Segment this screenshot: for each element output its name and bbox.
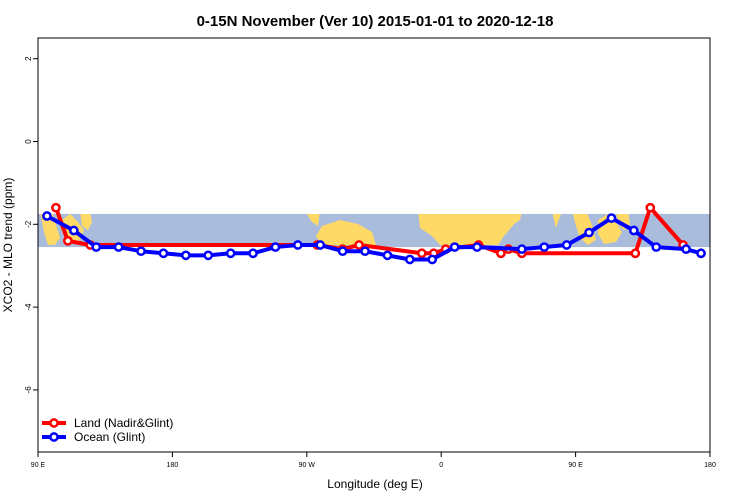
data-point-land [354,240,364,250]
y-tick-label: 0 [24,139,33,144]
data-point-ocean [203,250,214,261]
legend: Land (Nadir&Glint)Ocean (Glint) [42,416,173,444]
legend-label-ocean: Ocean (Glint) [74,430,145,444]
data-point-land [63,236,73,246]
x-axis: 90 E 180 90 W 0 90 E 180 [31,452,716,469]
x-tick-label: 90 E [31,462,46,469]
data-point-ocean [42,211,52,221]
data-point-ocean [696,248,706,259]
land-south-america [316,220,376,245]
data-point-land [496,248,506,259]
data-point-land [416,248,427,259]
data-point-ocean [628,225,639,236]
series-land [51,202,688,259]
data-point-ocean [360,246,370,257]
series-ocean [42,211,706,265]
plot-frame [37,37,711,453]
data-point-ocean [382,250,393,261]
data-point-ocean [315,240,326,250]
land-southeast-asia [40,213,60,245]
y-axis-label: XCO2 - MLO trend (ppm) [1,178,15,313]
data-point-ocean [651,242,662,252]
land-india-tip [552,213,561,228]
data-point-ocean [91,242,102,252]
data-point-ocean [472,242,482,252]
data-point-ocean [561,240,572,250]
legend-marker-ocean [49,432,59,442]
data-point-ocean [606,213,617,223]
x-tick-label: 180 [704,462,716,469]
data-point-ocean [681,244,691,254]
data-point-ocean [292,240,303,250]
y-tick-label: 2 [24,56,33,61]
data-point-ocean [68,225,79,236]
data-point-land [645,202,656,213]
data-point-ocean [516,244,527,254]
data-point-ocean [180,250,191,261]
x-tick-label: 180 [167,462,179,469]
data-point-land [630,248,641,259]
land-masses [40,213,630,245]
x-axis-label: Longitude (deg E) [327,477,422,491]
data-point-ocean [113,242,124,252]
land-borneo [80,213,92,230]
land-central-america [306,213,320,226]
y-axis: 2 0 -2 -4 -6 [24,56,38,394]
data-point-ocean [449,242,460,252]
data-point-ocean [136,246,146,257]
data-point-ocean [539,242,550,252]
legend-marker-land [49,418,59,428]
land-horn-africa [510,213,522,224]
data-point-ocean [584,227,594,238]
data-point-ocean [337,246,348,257]
y-tick-label: -4 [24,303,33,311]
x-tick-label: 90 W [299,462,316,469]
data-point-ocean [158,248,169,259]
data-point-ocean [248,248,258,259]
series-line-land [54,205,685,256]
data-point-ocean [270,242,281,252]
x-tick-label: 0 [439,462,443,469]
legend-label-land: Land (Nadir&Glint) [74,416,173,430]
land-west-africa [418,213,516,245]
data-point-ocean [225,248,236,259]
chart-title: 0-15N November (Ver 10) 2015-01-01 to 20… [197,13,554,30]
data-point-land [51,202,61,213]
data-point-ocean [427,254,438,265]
y-tick-label: -6 [24,386,33,394]
series-layer [42,202,706,265]
x-tick-label: 90 E [568,462,583,469]
data-point-ocean [404,254,415,265]
y-tick-label: -2 [24,220,33,228]
